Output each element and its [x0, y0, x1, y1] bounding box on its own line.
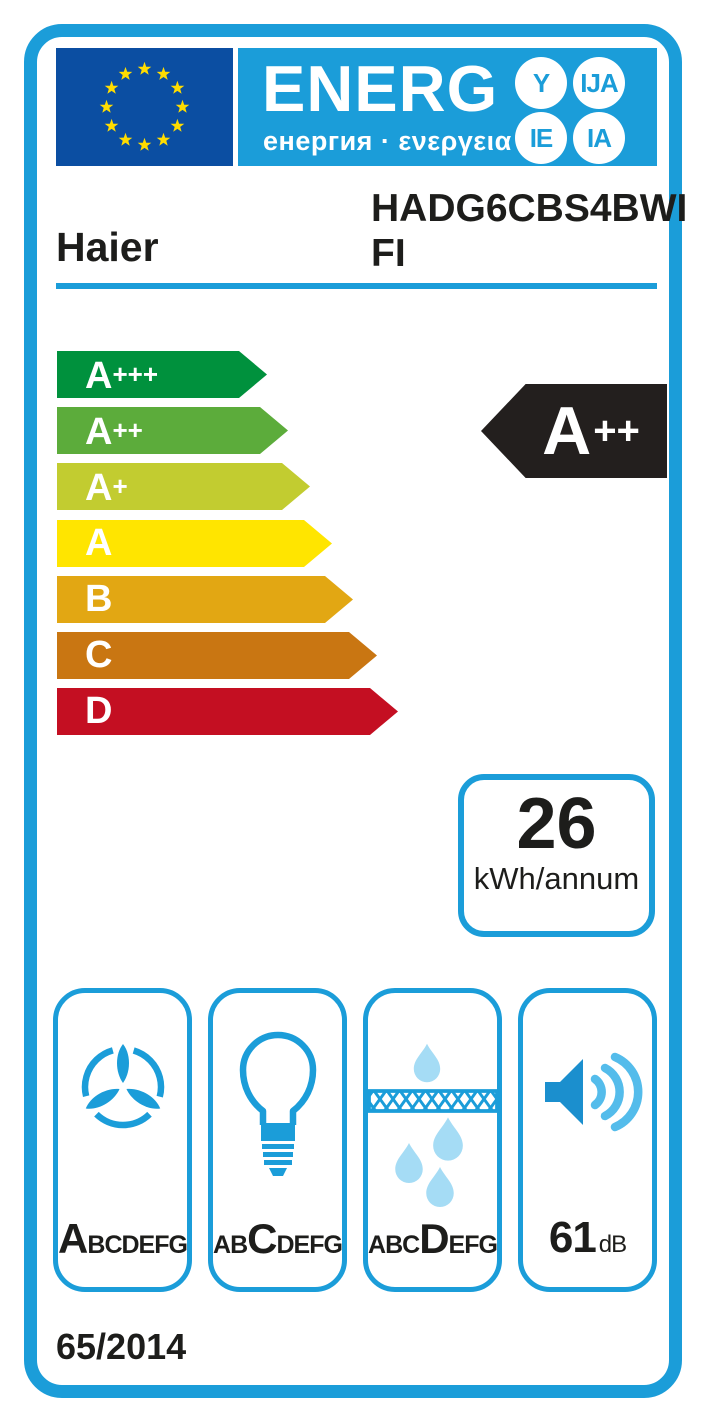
- language-circle-ia: IA: [573, 112, 625, 164]
- regulation-number: 65/2014: [56, 1326, 187, 1367]
- grade-post: EFG: [448, 1231, 498, 1259]
- model-line-1: HADG6CBS4BWI: [371, 187, 688, 230]
- grade-big: C: [247, 1215, 277, 1262]
- class-arrow-A+++: A+++: [57, 351, 267, 398]
- class-letter: A: [85, 355, 113, 397]
- class-arrow-A: A: [57, 520, 332, 567]
- grade-post: BCDEFG: [87, 1231, 188, 1259]
- class-arrow-D: D: [57, 688, 398, 735]
- lighting-efficiency-box: ABCDEFG: [208, 988, 347, 1292]
- rating-plus: ++: [593, 409, 640, 453]
- light-bulb-icon: [239, 1031, 316, 1176]
- class-letter: B: [85, 578, 113, 620]
- grease-filtering-grade: ABCDEFG: [368, 1215, 498, 1263]
- grease-filtering-box: ABCDEFG: [363, 988, 502, 1292]
- energy-scale: A+++ A++ A+ A B C D: [57, 351, 417, 746]
- grease-filter-icon: [366, 1043, 499, 1207]
- class-arrow-A++: A++: [57, 407, 288, 454]
- rating-letter: A: [542, 393, 592, 469]
- class-letter: A: [85, 522, 113, 564]
- class-plus: +++: [112, 359, 159, 389]
- grade-big: A: [58, 1215, 88, 1262]
- speaker-icon: [544, 1052, 642, 1132]
- class-letter: D: [85, 690, 113, 732]
- language-circle-y: Y: [515, 57, 567, 109]
- noise-box: 61 dB: [518, 988, 657, 1292]
- class-arrow-A+: A+: [57, 463, 310, 510]
- noise-unit: dB: [598, 1231, 627, 1258]
- consumption-unit: kWh/annum: [473, 861, 640, 896]
- energ-logo-subtext: енергия · ενεργεια: [263, 126, 512, 156]
- class-letter: A: [85, 467, 113, 509]
- noise-value: 61: [548, 1213, 597, 1262]
- annual-consumption-box: 26 kWh/annum: [458, 774, 655, 937]
- class-plus: ++: [112, 415, 143, 445]
- grade-pre: ABC: [368, 1231, 420, 1259]
- class-arrow-B: B: [57, 576, 353, 623]
- model-number: HADG6CBS4BWI FI: [371, 186, 688, 276]
- class-arrow-C: C: [57, 632, 377, 679]
- class-letter: C: [85, 634, 113, 676]
- consumption-value: 26: [516, 784, 597, 864]
- energ-logo-text: ENERG: [262, 52, 499, 125]
- fan-icon: [81, 1044, 164, 1129]
- language-circles: Y IJA IE IA: [515, 57, 625, 165]
- fan-efficiency-grade: ABCDEFG: [58, 1215, 188, 1263]
- noise-value-row: 61 dB: [523, 1213, 652, 1263]
- energ-logo-box: ENERG енергия · ενεργεια Y IJA IE IA: [238, 48, 657, 166]
- header-divider: [56, 283, 657, 289]
- grade-post: DEFG: [276, 1231, 343, 1259]
- brand-name: Haier: [56, 224, 159, 270]
- class-letter: A: [85, 411, 113, 453]
- language-circle-ie: IE: [515, 112, 567, 164]
- class-plus: +: [112, 471, 128, 501]
- lighting-efficiency-grade: ABCDEFG: [213, 1215, 343, 1263]
- grade-pre: AB: [213, 1231, 248, 1259]
- model-line-2: FI: [371, 232, 406, 275]
- language-circle-ija: IJA: [573, 57, 625, 109]
- rating-arrow: A ++: [481, 384, 667, 478]
- eu-stars-icon: [99, 61, 190, 151]
- fan-efficiency-box: ABCDEFG: [53, 988, 192, 1292]
- eu-flag: [56, 48, 233, 166]
- grade-big: D: [419, 1215, 449, 1262]
